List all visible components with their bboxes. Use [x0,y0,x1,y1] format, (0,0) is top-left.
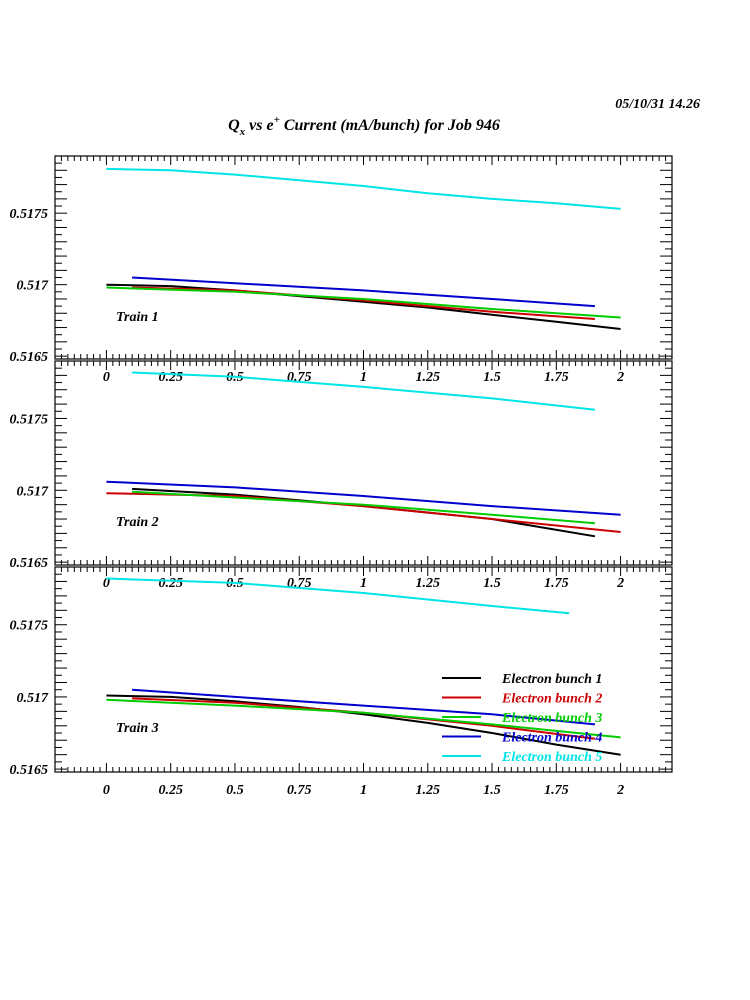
x-tick-label: 1 [360,576,367,591]
title-superscript: + [274,114,280,126]
x-tick-label: 0.5 [226,783,244,798]
x-tick-label: 0.25 [158,370,183,385]
series-line-bunch-2 [132,286,595,320]
timestamp: 05/10/31 14.26 [615,97,700,112]
panels-group: 0 0.25 0.5 0.75 1 1.25 1.5 1.75 2 0.5165 0.517 0.51… [10,155,673,798]
x-tick-label: 1.5 [483,576,501,591]
y-tick-label: 0.5175 [10,412,49,427]
y-tick-label: 0.517 [17,279,50,294]
x-tick-label: 2 [616,370,624,385]
x-tick-label: 2 [616,576,624,591]
x-tick-label: 0.75 [287,783,312,798]
y-tick-label: 0.5175 [10,207,49,222]
series-line-bunch-3 [132,490,595,525]
series-line-bunch-3 [106,286,621,319]
panel-label: Train 3 [116,721,159,736]
panel-label: Train 2 [116,515,159,530]
series-line-bunch-3 [106,698,621,739]
series-line-bunch-5 [106,577,570,615]
x-tick-label: 1.25 [416,576,441,591]
panel-label: Train 1 [116,310,159,325]
panel-train-3: 0 0.25 0.5 0.75 1 1.25 1.5 1.75 2 0.5165 0.517 0.51… [10,566,673,798]
y-tick-label: 0.517 [17,484,50,499]
panel-train-2: 0 0.25 0.5 0.75 1 1.25 1.5 1.75 20.51650.5170.51… [10,360,673,591]
y-tick-label: 0.517 [17,691,50,706]
x-tick-label: 1 [360,370,367,385]
y-tick-label: 0.5165 [10,350,49,365]
x-tick-label: 0.25 [158,576,183,591]
x-tick-label: 0 [103,370,110,385]
x-tick-label: 1.5 [483,783,501,798]
legend: Electron bunch 1 Electron bunch 2 Electron… [442,672,602,765]
series-line-bunch-2 [106,492,621,533]
x-tick-label: 2 [616,783,624,798]
x-tick-label: 1.75 [544,370,569,385]
series-line-bunch-4 [106,480,621,516]
series-line-bunch-5 [106,167,621,210]
legend-label-bunch-3: Electron bunch 3 [501,711,602,726]
title-subscript: x [239,126,246,138]
title-mid: vs e [245,117,273,134]
x-tick-label: 1.75 [544,576,569,591]
series-line-bunch-4 [132,688,595,726]
y-tick-label: 0.5165 [10,556,49,571]
x-tick-label: 1.25 [416,783,441,798]
x-tick-label: 0 [103,783,110,798]
legend-label-bunch-1: Electron bunch 1 [501,672,602,687]
x-tick-label: 1 [360,783,367,798]
title-end: Current (mA/bunch) for Job 946 [280,117,500,134]
series-line-bunch-4 [132,276,595,308]
x-tick-label: 0.25 [158,783,183,798]
y-tick-label: 0.5175 [10,619,49,634]
x-tick-label: 1.75 [544,783,569,798]
x-tick-label: 0 [103,576,110,591]
legend-label-bunch-2: Electron bunch 2 [501,692,602,707]
chart-title: Qx vs e+ Current (mA/bunch) for Job 946 [228,114,500,138]
legend-label-bunch-5: Electron bunch 5 [501,750,602,765]
title-main: Q [228,117,240,134]
x-tick-label: 1.5 [483,370,501,385]
x-tick-label: 1.25 [416,370,441,385]
series-line-bunch-1 [106,283,621,330]
series-line-bunch-5 [132,371,596,411]
series-line-bunch-1 [106,694,621,756]
panel-train-1: 0 0.25 0.5 0.75 1 1.25 1.5 1.75 20.51650.5170.51… [10,155,673,385]
y-tick-label: 0.5165 [10,763,49,778]
legend-label-bunch-4: Electron bunch 4 [501,731,602,746]
